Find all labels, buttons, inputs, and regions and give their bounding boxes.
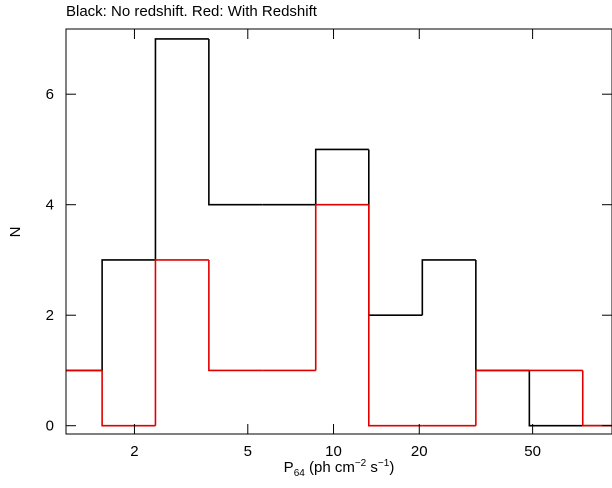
- histogram-step: [581, 370, 612, 427]
- x-axis-label: P64 (ph cm−2 s−1): [284, 458, 395, 479]
- histogram-step: [101, 370, 156, 427]
- chart-title: Black: No redshift. Red: With Redshift: [66, 3, 318, 20]
- histogram-step: [528, 370, 583, 427]
- y-tick-label: 6: [46, 86, 54, 103]
- x-tick-label: 2: [130, 443, 138, 460]
- x-tick-label: 10: [325, 443, 342, 460]
- plot-area: [66, 38, 612, 427]
- x-axis-label-part: s: [366, 459, 378, 476]
- histogram-step: [475, 369, 530, 426]
- y-tick-label: 2: [46, 307, 54, 324]
- y-axis-label: N: [7, 227, 24, 238]
- histogram-step: [368, 204, 423, 427]
- x-tick-label: 20: [411, 443, 428, 460]
- x-axis-label-part: ): [389, 459, 394, 476]
- frame: [65, 28, 612, 435]
- y-tick-label: 0: [46, 418, 54, 435]
- x-axis-label-part: (ph cm: [305, 459, 355, 476]
- histogram-step: [208, 38, 263, 206]
- histogram-step: [314, 203, 369, 371]
- x-axis-label-part: P: [284, 459, 294, 476]
- x-tick-label: 5: [244, 443, 252, 460]
- x-tick-label: 50: [524, 443, 541, 460]
- histogram-step: [101, 259, 156, 371]
- x-axis-label-part: 64: [294, 468, 306, 479]
- y-tick-label: 4: [46, 197, 54, 214]
- histogram-step: [314, 148, 369, 205]
- histogram-step: [154, 259, 209, 426]
- histogram-step: [421, 259, 476, 316]
- histogram-step: [208, 259, 263, 372]
- x-axis-label-part: −1: [378, 458, 390, 469]
- x-axis-label-part: −2: [355, 458, 367, 469]
- histogram-step: [475, 259, 530, 372]
- histogram-step: [368, 149, 423, 317]
- histogram-step: [154, 38, 209, 260]
